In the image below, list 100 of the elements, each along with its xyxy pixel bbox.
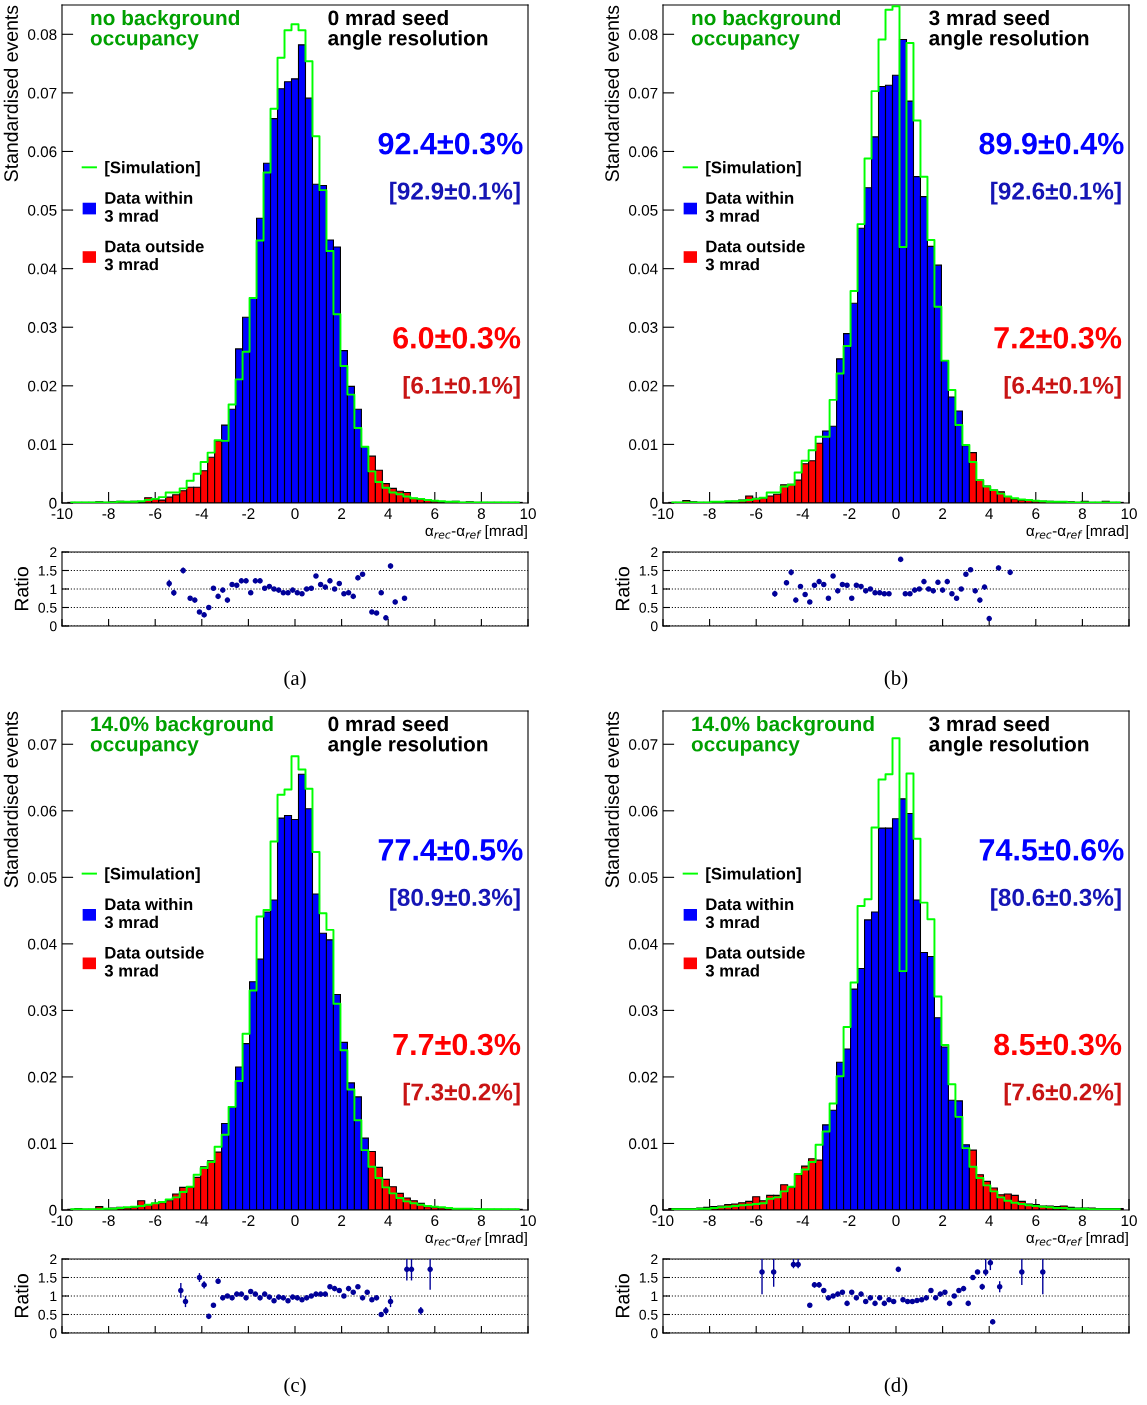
y-tick-label: 0.5 [639, 1309, 658, 1320]
x-tick-label: -4 [195, 508, 209, 519]
x-tick-label: -8 [102, 1215, 115, 1227]
annotation: [6.4±0.1%] [1004, 376, 1121, 399]
annotation: 92.4±0.3% [378, 132, 523, 155]
y-tick-label: 0 [650, 621, 658, 632]
y-tick-label: 0.04 [28, 263, 57, 275]
y-tick-label: 0 [650, 1204, 658, 1216]
y-tick-label: 0.01 [629, 1138, 658, 1150]
annotation: [92.6±0.1%] [991, 181, 1121, 205]
y-tick-label: 0.04 [629, 263, 658, 275]
x-tick-label: -4 [796, 508, 810, 519]
y-tick-label: 0.04 [629, 938, 658, 950]
y-tick-label: 0.07 [629, 739, 658, 750]
y-axis-title: Ratio [615, 567, 630, 611]
y-tick-label: 0 [49, 621, 57, 632]
annotation: [7.3±0.2%] [403, 1082, 520, 1106]
y-tick-label: 0.02 [28, 1071, 57, 1083]
annotation: [80.6±0.3%] [991, 888, 1121, 911]
y-tick-label: 0.03 [28, 322, 57, 333]
x-tick-label: 2 [939, 508, 947, 519]
y-tick-label: 2 [651, 1254, 658, 1265]
y-tick-label: 0 [650, 497, 658, 509]
annotation: [6.1±0.1%] [403, 376, 520, 399]
x-axis-title: α$_{rec}$-α$_{ref}$ [mrad] [1026, 524, 1128, 540]
x-axis-title: α$_{rec}$-α$_{ref}$ [mrad] [1026, 1231, 1128, 1247]
y-axis-title: Standardised events [3, 5, 19, 182]
y-tick-label: 0.01 [28, 439, 57, 451]
annotation: 77.4±0.5% [378, 839, 523, 861]
x-tick-label: 8 [1078, 508, 1086, 520]
legend-label: [Simulation] [706, 161, 801, 177]
legend-label: Data outside 3 mrad [104, 240, 204, 271]
y-tick-label: 0.05 [629, 204, 658, 216]
x-tick-label: 0 [892, 508, 900, 520]
y-tick-label: 0.08 [28, 29, 57, 40]
y-tick-label: 0.04 [28, 938, 57, 950]
y-tick-label: 1.5 [38, 565, 57, 576]
x-tick-label: 0 [291, 1215, 299, 1227]
x-tick-label: -8 [703, 1215, 716, 1227]
x-tick-label: 4 [384, 1215, 392, 1226]
annotation: 14.0% background occupancy [90, 715, 273, 756]
y-axis-title: Ratio [14, 1274, 29, 1318]
x-tick-label: -2 [242, 508, 255, 519]
y-tick-label: 0.07 [28, 739, 57, 750]
legend-label: Data within 3 mrad [705, 897, 794, 929]
x-tick-label: -8 [102, 508, 115, 520]
y-tick-label: 0.06 [28, 805, 57, 817]
x-tick-label: -8 [703, 508, 716, 520]
x-tick-label: 6 [1032, 508, 1040, 520]
legend-label: [Simulation] [105, 867, 200, 883]
annotation: no background occupancy [691, 9, 841, 50]
x-tick-label: 6 [431, 1215, 439, 1227]
y-tick-label: 0.06 [629, 805, 658, 817]
x-tick-label: -6 [750, 1215, 763, 1227]
y-tick-label: 0.07 [28, 87, 57, 99]
annotation: [80.9±0.3%] [390, 888, 520, 911]
x-tick-label: -4 [796, 1215, 810, 1226]
y-tick-label: 0.5 [38, 1309, 57, 1320]
y-tick-label: 0.5 [38, 602, 57, 613]
annotation: 0 mrad seed angle resolution [328, 9, 488, 50]
y-tick-label: 0.5 [639, 602, 658, 613]
legend-label: Data outside 3 mrad [705, 946, 805, 977]
y-axis-title: Standardised events [604, 711, 620, 888]
y-tick-label: 1 [651, 1291, 658, 1302]
x-tick-label: 0 [892, 1215, 900, 1227]
y-tick-label: 0.08 [629, 29, 658, 40]
annotation: 8.5±0.3% [994, 1033, 1122, 1056]
x-tick-label: 10 [1121, 1215, 1137, 1227]
annotation: 0 mrad seed angle resolution [328, 715, 488, 756]
legend-label: Data outside 3 mrad [705, 240, 805, 271]
annotation: 7.7±0.3% [393, 1033, 521, 1056]
x-tick-label: -4 [195, 1215, 209, 1226]
y-tick-label: 0.02 [629, 1071, 658, 1083]
x-tick-label: 8 [477, 1215, 485, 1227]
y-tick-label: 0.01 [28, 1138, 57, 1150]
annotation: 7.2±0.3% [994, 327, 1122, 349]
annotation: [7.6±0.2%] [1004, 1082, 1121, 1106]
x-tick-label: 10 [520, 508, 536, 520]
y-tick-label: 0 [650, 1328, 658, 1339]
annotation: 89.9±0.4% [979, 132, 1124, 155]
y-axis-title: Standardised events [604, 5, 620, 182]
x-tick-label: -10 [51, 508, 73, 520]
y-tick-label: 0.07 [629, 87, 658, 99]
legend-label: Data within 3 mrad [104, 191, 193, 222]
y-tick-label: 0 [49, 1328, 57, 1339]
x-tick-label: 0 [291, 508, 299, 520]
x-tick-label: 6 [431, 508, 439, 520]
legend-label: Data within 3 mrad [705, 191, 794, 222]
y-tick-label: 2 [50, 547, 57, 558]
annotation: [92.9±0.1%] [390, 181, 520, 205]
x-tick-label: -2 [843, 1215, 856, 1226]
x-tick-label: 6 [1032, 1215, 1040, 1227]
x-tick-label: 10 [520, 1215, 536, 1227]
y-tick-label: 0 [49, 1204, 57, 1216]
x-tick-label: 2 [939, 1215, 947, 1226]
legend-label: Data outside 3 mrad [104, 946, 204, 977]
text: (c) [284, 1377, 306, 1397]
annotation: no background occupancy [90, 9, 240, 50]
legend-label: [Simulation] [105, 161, 200, 177]
y-tick-label: 1.5 [639, 565, 658, 576]
